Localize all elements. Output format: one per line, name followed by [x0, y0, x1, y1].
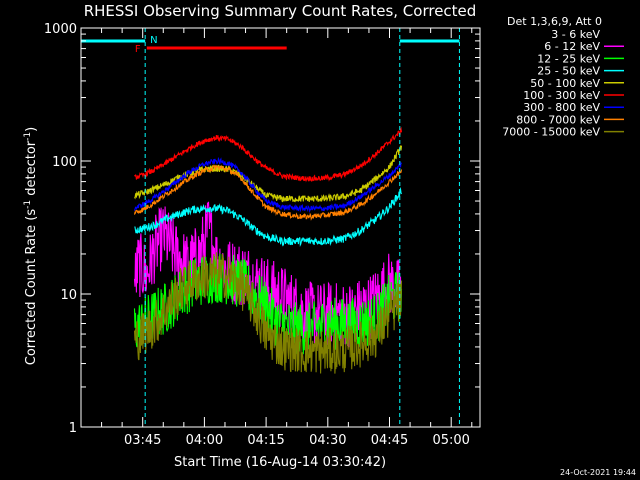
y-axis-label-sup1: -1	[23, 200, 33, 209]
x-axis: 03:45 04:00 04:15 04:30 04:45 05:00	[101, 28, 473, 448]
x-axis-label: Start Time (16-Aug-14 03:30:42)	[174, 455, 386, 470]
y-axis-label: Corrected Count Rate (s-1 detector-1)	[23, 127, 39, 365]
legend-label: 3 - 6 keV	[551, 28, 600, 41]
y-tick-label: 1000	[44, 22, 77, 37]
legend-label: 7000 - 15000 keV	[502, 126, 600, 139]
legend-label: 25 - 50 keV	[537, 65, 600, 78]
plot-frame	[80, 27, 481, 428]
x-tick-label: 04:30	[309, 433, 346, 448]
legend-label: 6 - 12 keV	[544, 40, 600, 53]
y-axis-label-end: )	[24, 127, 39, 132]
series-line	[134, 186, 403, 248]
legend-label: 300 - 800 keV	[523, 101, 600, 114]
y-tick-label: 100	[52, 155, 77, 170]
x-tick-label: 04:45	[371, 433, 408, 448]
y-axis-label-mid: detector	[24, 140, 39, 200]
y-axis-label-sup2: -1	[23, 132, 33, 141]
series-line	[133, 156, 402, 214]
series-line	[133, 252, 403, 374]
legend-header: Det 1,3,6,9, Att 0	[507, 15, 602, 28]
series-line	[134, 126, 403, 183]
flare-label: F	[135, 44, 141, 55]
y-tick-label: 1	[69, 421, 77, 436]
x-tick-label: 05:00	[432, 433, 469, 448]
x-tick-label: 03:45	[124, 433, 161, 448]
series-line	[133, 164, 403, 221]
night-label: N	[150, 35, 157, 46]
legend-label: 12 - 25 keV	[537, 52, 600, 65]
x-tick-label: 04:00	[186, 433, 223, 448]
chart-title: RHESSI Observing Summary Count Rates, Co…	[84, 2, 477, 20]
y-axis-label-main: Corrected Count Rate (s	[24, 209, 39, 366]
y-tick-label: 10	[60, 288, 77, 303]
timestamp: 24-Oct-2021 19:44	[560, 468, 636, 477]
legend-label: 800 - 7000 keV	[516, 113, 600, 126]
x-tick-label: 04:15	[247, 433, 284, 448]
y-axis: 1 10 100 1000	[44, 22, 480, 436]
series-line	[134, 145, 403, 203]
legend-label: 50 - 100 keV	[530, 77, 600, 90]
legend-label: 100 - 300 keV	[523, 89, 600, 102]
series-layer	[133, 126, 403, 374]
